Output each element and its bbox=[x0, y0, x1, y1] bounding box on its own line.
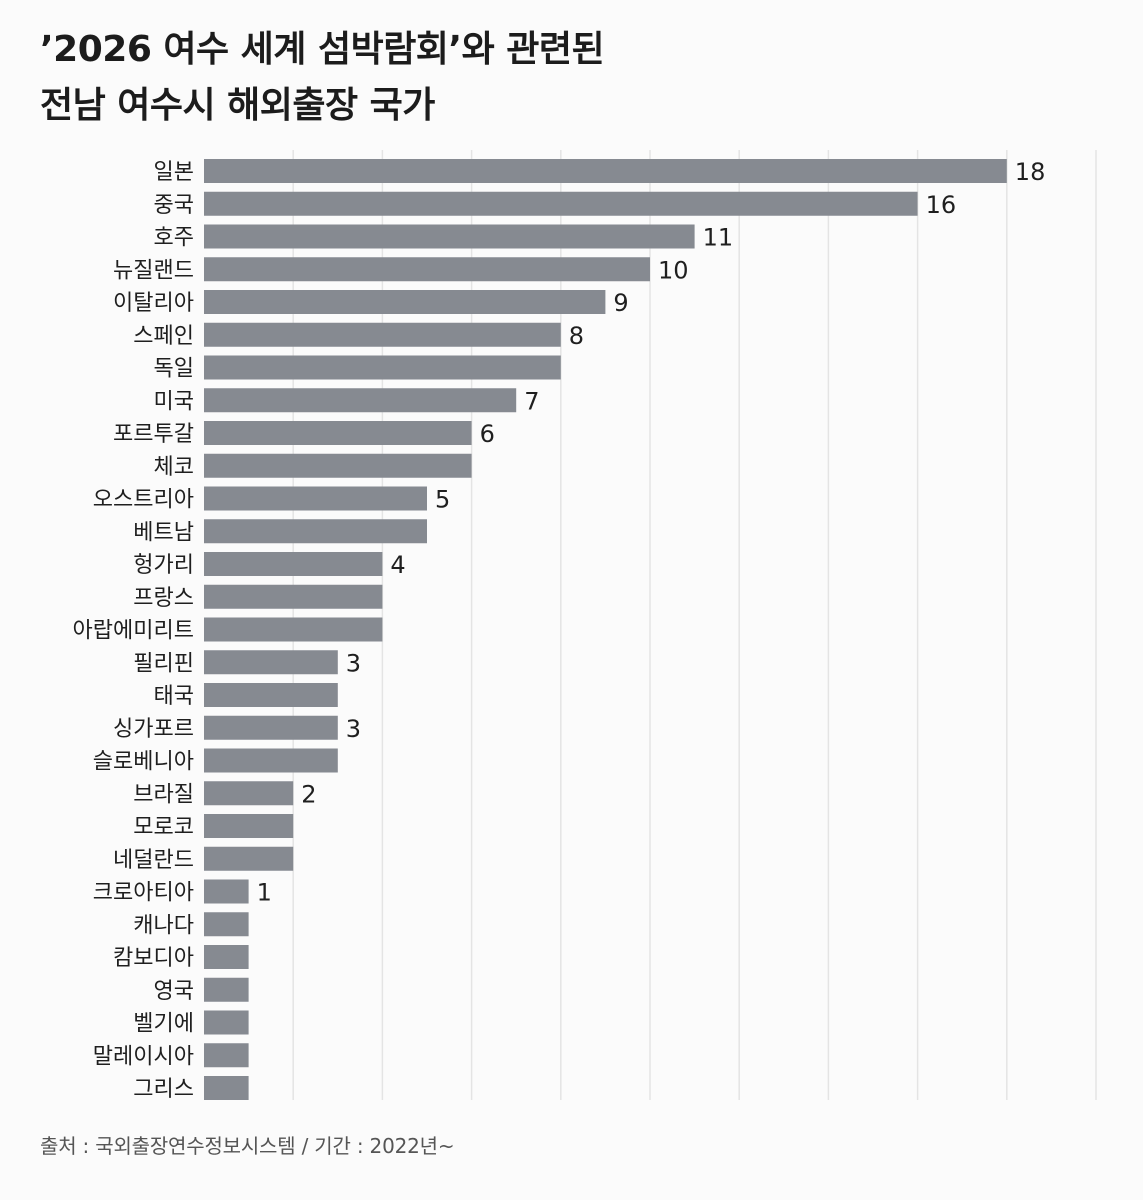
value-label: 10 bbox=[658, 256, 689, 284]
value-label: 9 bbox=[613, 289, 628, 317]
bar bbox=[204, 748, 338, 773]
bar bbox=[204, 191, 918, 216]
value-label: 4 bbox=[390, 551, 405, 579]
category-label: 헝가리 bbox=[133, 553, 194, 578]
category-label: 일본 bbox=[154, 160, 194, 185]
value-label: 3 bbox=[346, 649, 361, 677]
category-label: 크로아티아 bbox=[93, 881, 194, 906]
value-label: 16 bbox=[926, 191, 957, 219]
bar bbox=[204, 617, 383, 642]
bar bbox=[204, 814, 294, 838]
bar bbox=[204, 290, 606, 314]
category-label: 영국 bbox=[154, 979, 194, 1004]
category-label: 네덜란드 bbox=[113, 848, 194, 873]
bar bbox=[204, 846, 294, 871]
chart-title: ’2026 여수 세계 섬박람회’와 관련된 전남 여수시 해외출장 국가 bbox=[40, 22, 1100, 134]
source-note: 출처 : 국외출장연수정보시스템 / 기간 : 2022년~ bbox=[40, 1134, 455, 1158]
category-label: 슬로베니아 bbox=[93, 750, 194, 775]
bar bbox=[204, 453, 472, 478]
bar bbox=[204, 388, 517, 413]
category-label: 뉴질랜드 bbox=[113, 258, 194, 283]
bar bbox=[204, 683, 338, 707]
category-label: 모로코 bbox=[133, 815, 194, 840]
bar bbox=[204, 257, 650, 282]
bar bbox=[204, 159, 1007, 183]
category-label: 싱가포르 bbox=[113, 717, 194, 742]
bar bbox=[204, 322, 561, 347]
value-label: 8 bbox=[569, 322, 584, 350]
bar bbox=[204, 421, 472, 445]
bar bbox=[204, 715, 338, 740]
category-label: 그리스 bbox=[133, 1077, 194, 1102]
value-label: 6 bbox=[480, 420, 495, 448]
category-label: 아랍에미리트 bbox=[73, 619, 194, 644]
category-label: 벨기에 bbox=[133, 1012, 194, 1037]
category-label: 필리핀 bbox=[133, 651, 194, 676]
category-label: 태국 bbox=[154, 684, 194, 709]
category-label: 캄보디아 bbox=[113, 946, 194, 971]
bar bbox=[204, 552, 383, 576]
category-label: 이탈리아 bbox=[113, 291, 194, 316]
value-label: 7 bbox=[524, 387, 539, 415]
bar bbox=[204, 977, 249, 1002]
category-label: 베트남 bbox=[133, 520, 194, 545]
category-label: 브라질 bbox=[133, 782, 194, 807]
category-label: 포르투갈 bbox=[113, 422, 194, 447]
category-label: 스페인 bbox=[133, 324, 194, 349]
category-label: 프랑스 bbox=[133, 586, 194, 611]
category-label: 오스트리아 bbox=[93, 488, 194, 513]
value-label: 2 bbox=[301, 780, 316, 808]
bar bbox=[204, 519, 427, 544]
chart-title-line-2: 전남 여수시 해외출장 국가 bbox=[40, 85, 435, 126]
category-label: 캐나다 bbox=[133, 913, 194, 938]
bar bbox=[204, 584, 383, 609]
category-label: 중국 bbox=[154, 193, 194, 218]
bar bbox=[204, 650, 338, 675]
category-label: 호주 bbox=[154, 226, 194, 251]
bar bbox=[204, 1043, 249, 1068]
bar bbox=[204, 1010, 249, 1035]
value-label: 5 bbox=[435, 486, 450, 514]
category-label: 체코 bbox=[154, 455, 194, 480]
value-label: 3 bbox=[346, 715, 361, 743]
bar bbox=[204, 1076, 249, 1100]
bar bbox=[204, 912, 249, 937]
chart-title-line-1: ’2026 여수 세계 섬박람회’와 관련된 bbox=[40, 29, 605, 70]
bar bbox=[204, 355, 561, 380]
bar bbox=[204, 945, 249, 969]
category-label: 독일 bbox=[154, 357, 194, 382]
value-label: 18 bbox=[1015, 158, 1046, 186]
value-label: 1 bbox=[257, 879, 272, 907]
bar bbox=[204, 879, 249, 904]
bar bbox=[204, 781, 294, 806]
bar bbox=[204, 224, 695, 249]
bar bbox=[204, 486, 427, 511]
value-label: 11 bbox=[703, 224, 734, 252]
category-label: 말레이시아 bbox=[93, 1044, 194, 1069]
category-label: 미국 bbox=[154, 389, 194, 414]
